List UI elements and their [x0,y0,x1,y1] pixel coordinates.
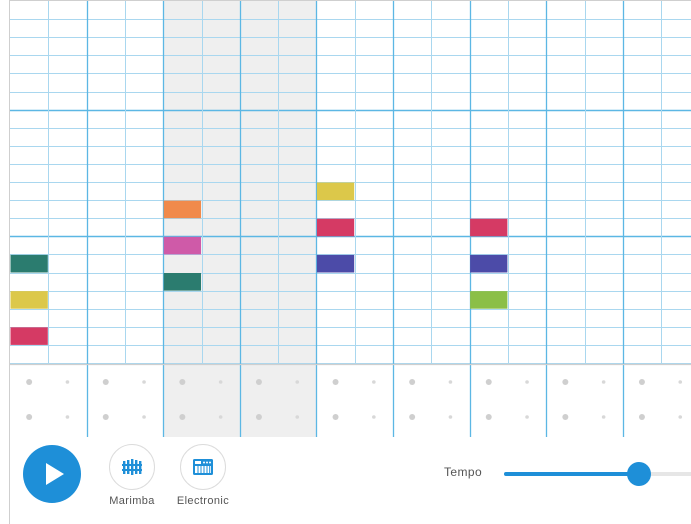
note-grid[interactable] [10,1,691,437]
tempo-label: Tempo [444,465,483,479]
percussion-dot [65,380,70,384]
tempo-slider-thumb[interactable] [626,462,651,486]
marimba-icon [122,459,142,475]
tempo-slider[interactable] [504,457,691,491]
play-icon [45,463,64,485]
percussion-dot [179,379,186,385]
note-block [163,200,201,219]
note-block [10,254,48,273]
percussion-dot [26,379,33,385]
note-block [470,254,508,273]
percussion-dot [678,415,683,419]
instrument-electronic-button[interactable]: Electronic [168,444,238,507]
percussion-dot [102,414,109,420]
percussion-dot [102,379,109,385]
percussion-dot [485,414,492,420]
controls-bar: Marimba Electronic T [10,437,691,524]
percussion-dot [601,380,606,384]
percussion-dot [678,380,683,384]
percussion-dot [26,414,33,420]
percussion-dot [372,415,376,419]
instrument-marimba-label: Marimba [109,495,155,507]
note-block [163,273,201,291]
percussion-dot [448,415,453,419]
percussion-dot [448,380,453,384]
percussion-dot [142,415,146,419]
note-block [470,218,508,237]
instrument-marimba-button[interactable]: Marimba [97,444,167,507]
tempo-fill [504,472,639,476]
percussion-dot [65,415,70,419]
percussion-dot [332,414,339,420]
note-block [163,236,201,255]
percussion-dot [525,415,529,419]
percussion-dot [485,379,492,385]
note-block [10,327,48,345]
percussion-dot [255,414,262,420]
percussion-dot [179,414,186,420]
note-block [470,291,508,309]
percussion-dot [409,379,416,385]
note-block [10,291,48,309]
percussion-dot [372,380,376,384]
percussion-dot [295,380,300,384]
percussion-dot [525,380,529,384]
percussion-dot [562,379,569,385]
percussion-dot [562,414,569,420]
percussion-dot [295,415,300,419]
percussion-dot [142,380,146,384]
percussion-dot [332,379,339,385]
percussion-dot [218,380,223,384]
percussion-dot [409,414,416,420]
percussion-dot [638,414,645,420]
note-block [316,182,355,201]
instrument-electronic-label: Electronic [176,495,230,507]
song-maker-app: Marimba Electronic T [9,0,691,524]
note-block [316,218,355,237]
percussion-dot [255,379,262,385]
play-button[interactable] [23,445,81,503]
note-block [316,254,355,273]
electronic-keyboard-icon [193,459,213,475]
percussion-dot [601,415,606,419]
percussion-dot [638,379,645,385]
percussion-dot [218,415,223,419]
